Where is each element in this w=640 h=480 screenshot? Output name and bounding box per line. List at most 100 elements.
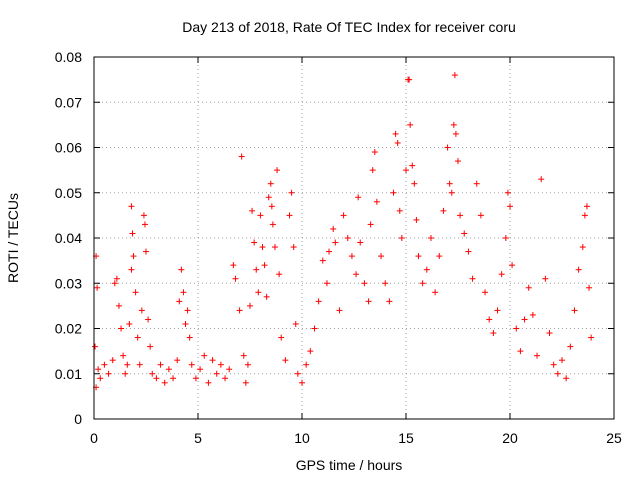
data-point — [490, 330, 497, 337]
data-point — [176, 298, 183, 305]
data-point — [546, 330, 553, 337]
data-point — [290, 244, 297, 251]
data-point — [174, 357, 181, 364]
data-point — [120, 352, 127, 359]
data-point — [411, 180, 418, 187]
x-tick-label: 10 — [294, 430, 310, 446]
data-point — [230, 262, 237, 269]
data-point — [415, 253, 422, 260]
data-point — [521, 316, 528, 323]
data-point — [559, 357, 565, 364]
y-tick-label: 0.02 — [55, 321, 82, 337]
data-point — [409, 162, 416, 169]
data-point — [477, 212, 484, 219]
data-point — [244, 361, 251, 368]
data-point — [95, 366, 102, 373]
data-point — [575, 266, 582, 273]
data-point — [315, 298, 322, 305]
data-point — [205, 379, 212, 386]
data-point — [571, 307, 578, 314]
data-point — [498, 271, 505, 278]
y-tick-label: 0.05 — [55, 185, 82, 201]
data-point — [143, 248, 149, 255]
data-point — [448, 189, 455, 196]
data-point — [92, 343, 99, 350]
data-point — [282, 357, 289, 364]
data-point — [323, 280, 330, 287]
data-point — [188, 361, 195, 368]
data-point — [486, 316, 493, 323]
data-point — [502, 235, 509, 241]
data-point — [406, 76, 413, 83]
data-point — [348, 253, 355, 260]
data-point — [326, 248, 333, 255]
data-point — [111, 280, 118, 287]
data-point — [390, 189, 397, 196]
data-point — [236, 307, 243, 314]
data-point — [303, 361, 310, 368]
x-tick-label: 15 — [398, 430, 414, 446]
grid — [94, 57, 614, 419]
data-point — [101, 361, 108, 368]
x-tick-label: 5 — [194, 430, 202, 446]
data-point — [147, 343, 154, 350]
data-point — [371, 149, 378, 156]
data-point — [129, 230, 136, 237]
data-point — [97, 375, 104, 382]
data-point — [469, 275, 476, 282]
data-point — [365, 298, 372, 305]
data-point — [482, 289, 489, 296]
data-point — [357, 239, 364, 246]
x-tick-label: 20 — [502, 430, 518, 446]
data-point — [255, 289, 262, 296]
y-tick-label: 0.01 — [55, 366, 82, 382]
data-point — [209, 357, 216, 364]
data-point — [136, 361, 143, 368]
data-point — [507, 203, 513, 210]
data-point — [126, 320, 133, 327]
data-point — [588, 334, 595, 341]
data-point — [132, 289, 139, 296]
data-point — [403, 167, 409, 174]
data-point — [407, 121, 414, 128]
data-point — [473, 180, 480, 187]
data-point — [586, 284, 593, 291]
data-point — [340, 212, 347, 219]
data-point — [247, 302, 253, 309]
data-point — [579, 244, 586, 251]
data-point — [299, 379, 305, 386]
data-point — [294, 370, 301, 377]
data-point — [513, 325, 520, 332]
data-point — [534, 352, 541, 359]
data-point — [452, 130, 459, 137]
data-point — [550, 361, 557, 368]
data-point — [455, 158, 461, 165]
data-point — [222, 375, 229, 382]
data-point — [336, 307, 343, 314]
data-point — [170, 375, 177, 382]
data-point — [178, 266, 185, 273]
data-point — [263, 293, 270, 300]
data-point — [192, 375, 199, 382]
y-tick-label: 0.07 — [55, 94, 82, 110]
data-point — [554, 370, 561, 377]
data-point — [525, 284, 532, 291]
plot-frame — [93, 56, 615, 420]
data-point — [149, 370, 156, 377]
data-point — [529, 311, 536, 318]
data-point — [238, 153, 245, 160]
y-tick-labels: 0 0.01 0.02 0.03 0.04 0.05 0.06 0.07 0.08 — [55, 49, 82, 427]
data-point — [232, 275, 239, 282]
data-point — [311, 325, 318, 332]
x-tick-label: 0 — [90, 430, 98, 446]
data-point — [153, 375, 160, 382]
data-point — [115, 302, 122, 309]
data-point — [440, 207, 447, 214]
data-point — [450, 121, 457, 128]
data-point — [427, 235, 434, 241]
data-point — [213, 370, 220, 377]
data-point — [504, 189, 511, 196]
data-point — [128, 203, 135, 210]
data-point — [355, 194, 362, 201]
